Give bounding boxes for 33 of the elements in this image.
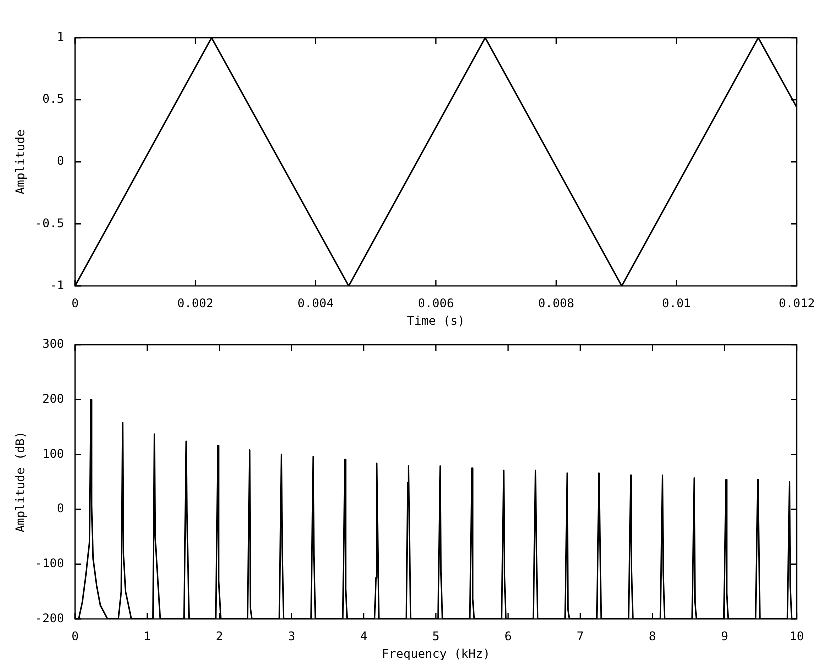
x-axis-title: Time (s) (407, 314, 466, 328)
x-tick-label: 0 (72, 296, 79, 311)
x-axis-title: Frequency (kHz) (382, 646, 490, 661)
x-tick-label: 9 (721, 630, 728, 644)
x-tick-label: 0.004 (298, 296, 334, 311)
y-tick-label: 0.5 (42, 92, 64, 106)
x-tick-label: 4 (360, 630, 368, 644)
y-tick-label: -100 (35, 556, 64, 570)
x-tick-label: 0.008 (538, 296, 574, 311)
y-tick-label: 1 (57, 30, 64, 44)
y-tick-label: 0 (57, 502, 64, 516)
y-tick-label: -200 (35, 611, 64, 626)
y-tick-label: -0.5 (35, 216, 64, 230)
y-tick-label: 100 (42, 446, 64, 461)
x-tick-label: 5 (432, 630, 440, 644)
x-tick-label: 3 (288, 630, 296, 644)
x-tick-label: 0 (72, 630, 79, 644)
y-tick-label: 200 (42, 392, 64, 406)
y-axis-title: Amplitude (dB) (13, 432, 28, 533)
x-tick-label: 0.01 (662, 296, 692, 311)
x-tick-label: 0.002 (178, 296, 214, 311)
x-tick-label: 7 (576, 630, 584, 644)
y-tick-label: 300 (42, 337, 64, 352)
x-tick-label: 1 (144, 630, 152, 644)
x-tick-label: 10 (790, 630, 804, 644)
x-tick-label: 6 (504, 630, 512, 644)
x-tick-label: 0.012 (778, 296, 816, 311)
y-axis-title: Amplitude (13, 130, 28, 195)
x-tick-label: 8 (649, 630, 656, 644)
y-tick-label: -1 (50, 278, 64, 292)
y-tick-label: 0 (57, 154, 64, 168)
x-tick-label: 0.006 (418, 296, 454, 311)
x-tick-label: 2 (216, 630, 224, 644)
